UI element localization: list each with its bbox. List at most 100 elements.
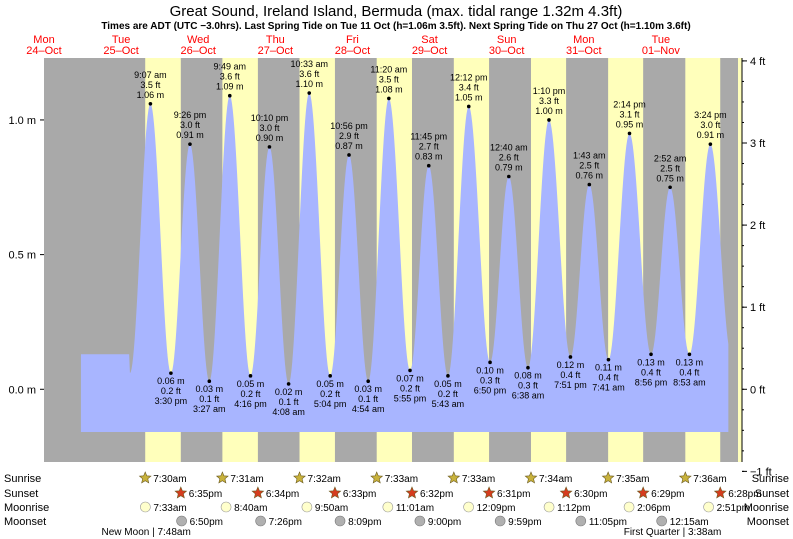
high-tide-m: 0.76 m	[576, 171, 604, 181]
low-tide-m: 0.08 m	[514, 371, 542, 381]
moonset-time: 8:09pm	[348, 517, 381, 528]
sunrise-time: 7:32am	[308, 474, 341, 485]
day-header-name: Sun	[497, 34, 517, 46]
high-tide-m: 0.79 m	[495, 163, 523, 173]
low-tide-time: 6:50 pm	[474, 385, 507, 395]
moonrise-icon	[463, 501, 474, 513]
high-tide-point	[387, 96, 391, 101]
low-tide-time: 4:08 am	[272, 407, 305, 417]
moonset-time: 7:26pm	[269, 517, 302, 528]
low-tide-ft: 0.1 ft	[358, 394, 379, 404]
high-tide-point	[227, 93, 232, 98]
day-header-date: 30–Oct	[489, 45, 524, 57]
sunrise-icon	[293, 471, 306, 484]
row-label-right: Sunrise	[752, 473, 789, 485]
sunset-time: 6:32pm	[420, 489, 453, 500]
moonrise-time: 8:40am	[234, 503, 267, 514]
low-tide-time: 5:55 pm	[394, 393, 427, 403]
sunset-time: 6:31pm	[497, 489, 530, 500]
high-tide-time: 11:45 pm	[410, 132, 447, 142]
high-tide-point	[627, 131, 632, 136]
row-label-left: Moonset	[4, 516, 46, 528]
tide-area	[80, 93, 729, 432]
low-tide-ft: 0.3 ft	[518, 381, 539, 391]
high-tide-time: 9:26 pm	[174, 110, 207, 120]
sunrise-time: 7:33am	[385, 474, 418, 485]
high-tide-ft: 3.4 ft	[459, 82, 480, 92]
sunset-time: 6:33pm	[343, 489, 376, 500]
high-tide-point	[188, 142, 192, 146]
day-header-date: 01–Nov	[642, 45, 680, 57]
sunrise-icon	[370, 471, 384, 484]
low-tide-ft: 0.1 ft	[199, 394, 220, 404]
high-tide-ft: 3.5 ft	[379, 74, 400, 84]
low-tide-point	[649, 352, 653, 357]
tide-curve	[80, 93, 729, 432]
day-header-name: Mon	[573, 34, 594, 46]
high-tide-point	[347, 153, 351, 157]
right-tick-label: −1 ft	[750, 466, 772, 478]
high-tide-m: 1.00 m	[535, 106, 563, 116]
high-tide-ft: 2.9 ft	[339, 131, 360, 141]
low-tide-point	[169, 371, 173, 375]
high-tide-ft: 2.6 ft	[499, 153, 520, 163]
sunset-icon	[636, 486, 650, 499]
moonrise-icon	[703, 501, 714, 513]
row-label-right: Sunset	[755, 488, 789, 500]
moonset-icon	[494, 515, 506, 527]
high-tide-time: 11:20 am	[370, 64, 407, 74]
left-tick-label: 0.0 m	[8, 384, 36, 396]
sunrise-icon	[447, 471, 461, 484]
sunrise-icon	[138, 471, 152, 484]
sunrise-icon	[678, 471, 692, 484]
day-header-name: Mon	[33, 34, 54, 46]
low-tide-ft: 0.4 ft	[598, 373, 619, 383]
moonset-time: 6:50pm	[190, 517, 223, 528]
sunrise-time: 7:30am	[153, 474, 186, 485]
moonrise-time: 2:06pm	[637, 503, 670, 514]
low-tide-m: 0.03 m	[354, 384, 382, 394]
row-label-right: Moonrise	[744, 502, 789, 514]
chart-subtitle: Times are ADT (UTC −3.0hrs). Last Spring…	[101, 21, 690, 32]
high-tide-m: 0.87 m	[335, 141, 363, 151]
sunrise-icon	[601, 471, 615, 484]
moonset-icon	[255, 515, 266, 527]
moonrise-icon	[140, 501, 151, 513]
sunrise-time: 7:36am	[693, 474, 726, 485]
moonrise-time: 1:12pm	[557, 503, 590, 514]
chart-title: Great Sound, Ireland Island, Bermuda (ma…	[170, 3, 623, 20]
high-tide-m: 1.09 m	[216, 82, 244, 92]
high-tide-time: 10:33 am	[290, 59, 328, 69]
moonrise-time: 11:01am	[396, 503, 434, 514]
high-tide-point	[426, 163, 431, 168]
right-tick-label: 2 ft	[750, 220, 765, 232]
day-header-date: 25–Oct	[103, 45, 138, 57]
moon-phase-label: First Quarter | 3:38am	[624, 527, 722, 538]
sunset-time: 6:28pm	[728, 489, 761, 500]
high-tide-point	[267, 145, 272, 149]
low-tide-point	[446, 374, 450, 378]
high-tide-time: 1:43 am	[573, 151, 606, 161]
sunrise-icon	[215, 471, 229, 484]
moonset-time: 9:00pm	[428, 517, 461, 528]
sunrise-time: 7:33am	[462, 474, 495, 485]
low-tide-m: 0.05 m	[434, 379, 462, 389]
high-tide-time: 10:56 pm	[330, 121, 368, 131]
tide-extreme-labels: 9:07 am3.5 ft1.06 m0.06 m0.2 ft3:30 pm9:…	[134, 59, 726, 417]
low-tide-time: 5:43 am	[432, 399, 465, 409]
day-header-name: Tue	[112, 34, 131, 46]
sun-moon-rows: Sunrise Sunrise Sunset Sunset Moonrise Moonri…	[4, 471, 789, 538]
axes: 0.0 m 0.5 m 1.0 m −1 ft 0 ft 1 ft 2 ft 3 ft 4 ft	[8, 56, 771, 478]
day-headers: Mon24–OctTue25–OctWed26–OctThu27–OctFri2…	[26, 34, 680, 57]
moonrise-icon	[301, 501, 313, 513]
high-tide-m: 1.05 m	[455, 92, 483, 102]
right-edge-band	[738, 58, 742, 462]
high-tide-time: 2:52 am	[654, 153, 687, 163]
low-tide-time: 4:16 pm	[234, 399, 267, 409]
high-tide-time: 10:10 pm	[251, 113, 289, 123]
high-tide-time: 3:24 pm	[694, 110, 727, 120]
day-header-name: Tue	[652, 34, 671, 46]
high-tide-point	[148, 101, 153, 106]
low-tide-time: 7:51 pm	[554, 380, 587, 390]
